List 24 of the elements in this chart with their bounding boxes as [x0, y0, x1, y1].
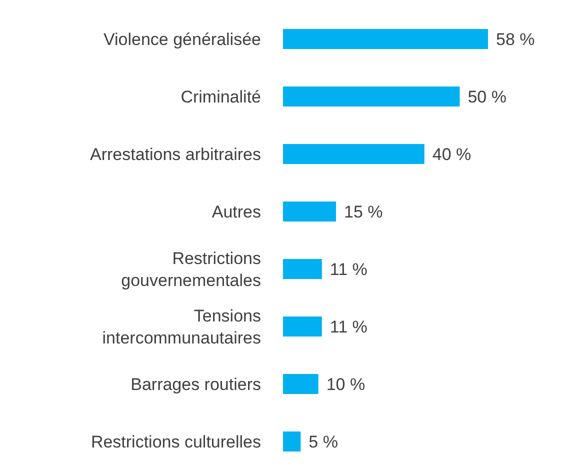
y-tick-label: Tensions intercommunautaires	[102, 306, 261, 347]
bar	[283, 316, 322, 336]
data-label: 40 %	[432, 145, 472, 164]
bar	[283, 259, 322, 279]
bar	[283, 202, 336, 222]
data-label: 50 %	[468, 88, 506, 107]
y-tick-label: Criminalité	[180, 86, 261, 106]
data-label: 5 %	[308, 432, 338, 452]
data-label: 58 %	[496, 30, 535, 50]
y-tick-label: Autres	[212, 202, 261, 221]
data-label: 11 %	[330, 260, 368, 280]
y-tick-label: Restrictions culturelles	[90, 432, 261, 451]
data-label: 11 %	[330, 318, 368, 337]
data-label: 10 %	[326, 375, 366, 394]
y-tick-label: Arrestations arbitraires	[90, 144, 261, 164]
y-tick-label: Barrages routiers	[130, 374, 261, 394]
bar	[283, 86, 460, 106]
y-tick-label: Violence généralisée	[103, 29, 261, 48]
bar	[283, 374, 318, 394]
data-label: 15 %	[344, 202, 383, 222]
y-tick-label: Restrictions gouvernementales	[121, 248, 261, 290]
bar	[283, 432, 301, 452]
bar	[283, 144, 424, 164]
bar	[283, 29, 488, 49]
